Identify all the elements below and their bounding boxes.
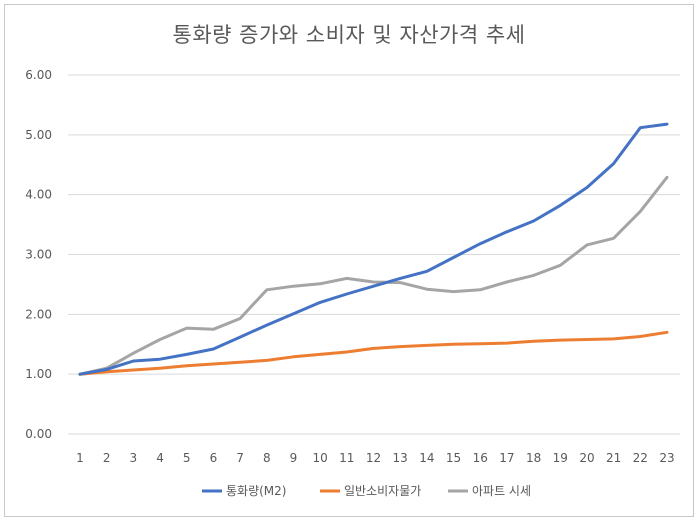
y-tick-label: 5.00 bbox=[25, 128, 52, 142]
x-tick-label: 21 bbox=[606, 451, 621, 465]
y-tick-label: 2.00 bbox=[25, 307, 52, 321]
legend-label: 일반소비자물가 bbox=[344, 484, 421, 498]
series-line-1 bbox=[78, 122, 669, 376]
x-tick-label: 12 bbox=[366, 451, 381, 465]
x-tick-label: 14 bbox=[419, 451, 434, 465]
y-tick-label: 6.00 bbox=[25, 68, 52, 82]
x-tick-label: 9 bbox=[290, 451, 298, 465]
y-tick-label: 4.00 bbox=[25, 188, 52, 202]
x-tick-label: 11 bbox=[339, 451, 354, 465]
x-tick-label: 1 bbox=[76, 451, 84, 465]
x-tick-label: 6 bbox=[210, 451, 218, 465]
series-line-3 bbox=[78, 175, 669, 376]
x-tick-label: 5 bbox=[183, 451, 191, 465]
x-tick-label: 8 bbox=[263, 451, 271, 465]
x-tick-label: 13 bbox=[393, 451, 408, 465]
series-line-2 bbox=[78, 330, 669, 376]
x-tick-label: 15 bbox=[446, 451, 461, 465]
x-tick-label: 18 bbox=[526, 451, 541, 465]
chart-title: 통화량 증가와 소비자 및 자산가격 추세 bbox=[172, 23, 526, 47]
x-tick-label: 10 bbox=[312, 451, 327, 465]
x-tick-label: 20 bbox=[579, 451, 594, 465]
x-tick-label: 4 bbox=[156, 451, 164, 465]
x-tick-label: 19 bbox=[553, 451, 568, 465]
legend-label: 통화량(M2) bbox=[226, 484, 286, 498]
y-tick-label: 3.00 bbox=[25, 248, 52, 262]
x-tick-label: 23 bbox=[659, 451, 674, 465]
x-tick-label: 16 bbox=[473, 451, 488, 465]
x-tick-label: 7 bbox=[236, 451, 244, 465]
y-tick-label: 0.00 bbox=[25, 427, 52, 441]
chart-frame: 통화량 증가와 소비자 및 자산가격 추세 bbox=[4, 4, 694, 517]
x-tick-label: 2 bbox=[103, 451, 111, 465]
legend-label: 아파트 시세 bbox=[472, 484, 531, 498]
y-tick-label: 1.00 bbox=[25, 367, 52, 381]
x-tick-label: 22 bbox=[633, 451, 648, 465]
x-tick-label: 17 bbox=[499, 451, 514, 465]
x-tick-label: 3 bbox=[130, 451, 138, 465]
